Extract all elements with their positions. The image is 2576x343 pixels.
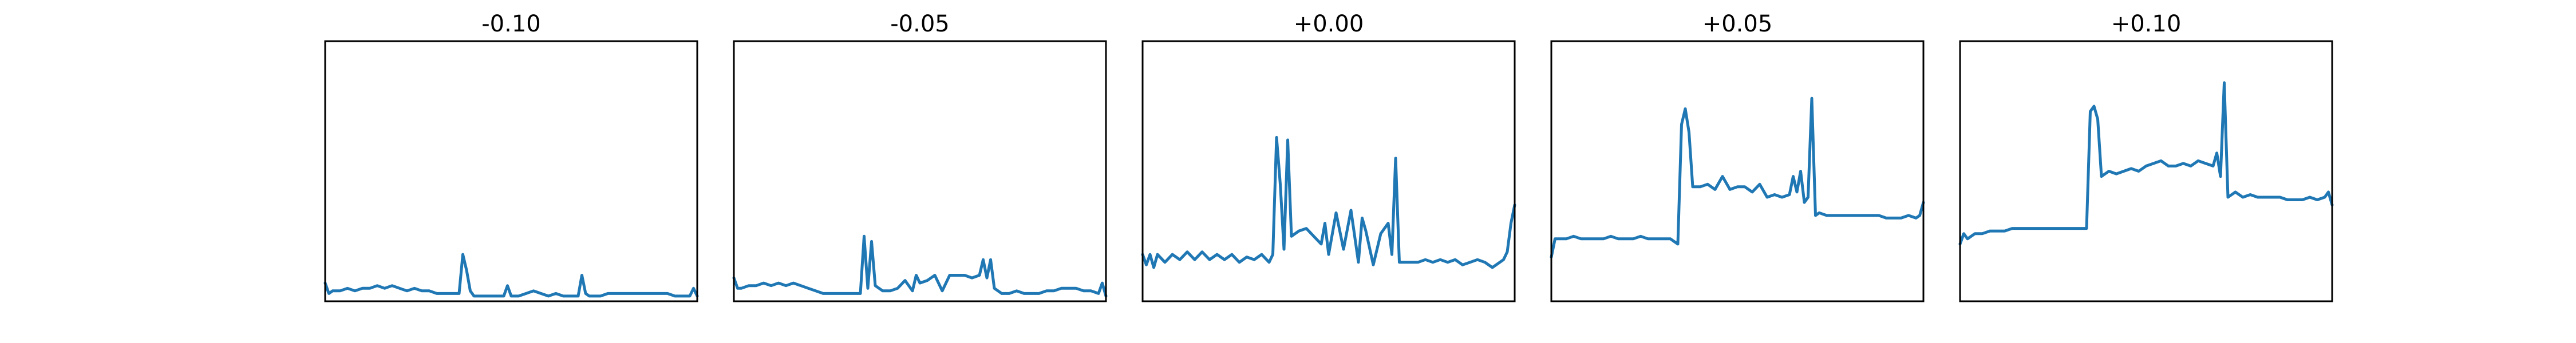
panel-1: -0.10 (323, 11, 699, 302)
series-line-1 (323, 253, 699, 298)
panels-group: -0.10 -0.05 +0.00 +0.05 +0.10 (323, 11, 2334, 302)
panel-5: +0.10 (1958, 11, 2334, 302)
panel-frame (1141, 40, 1516, 302)
panel-title: +0.10 (2111, 11, 2182, 37)
series-line-1 (1958, 81, 2334, 246)
panel-3: +0.00 (1141, 11, 1516, 302)
series-line-1 (1550, 97, 1925, 259)
panel-title: -0.10 (481, 11, 541, 37)
panel-frame (324, 40, 698, 302)
panel-2: -0.05 (732, 11, 1108, 302)
series-line-1 (1141, 135, 1516, 269)
panel-frame (1550, 40, 1925, 302)
panel-title: +0.05 (1702, 11, 1773, 37)
panel-4: +0.05 (1550, 11, 1925, 302)
panel-title: -0.05 (890, 11, 950, 37)
series-line-1 (732, 234, 1108, 298)
panel-frame (1959, 40, 2333, 302)
panel-frame (733, 40, 1107, 302)
panel-title: +0.00 (1294, 11, 1364, 37)
